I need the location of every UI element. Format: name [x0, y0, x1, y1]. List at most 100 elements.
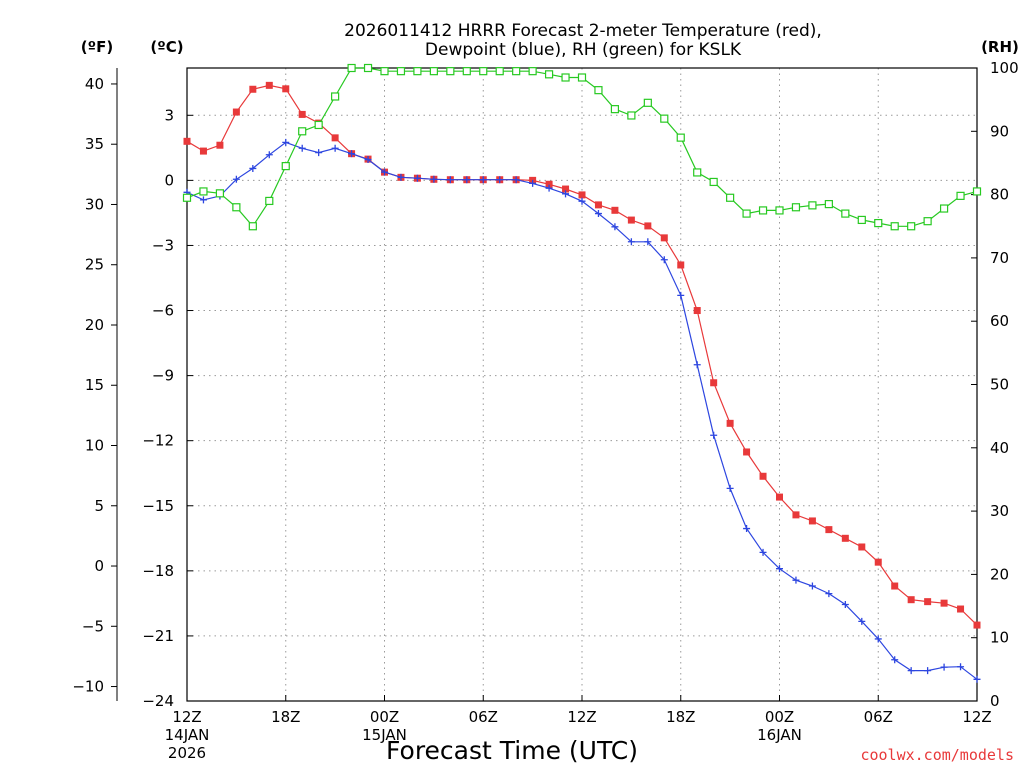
dewpoint-point — [776, 565, 783, 573]
temperature-point — [611, 206, 619, 214]
x-tick-sublabel: 2026 — [168, 744, 206, 762]
temperature-point — [183, 137, 191, 145]
x-tick-label: 06Z — [864, 708, 893, 726]
rh-point — [512, 67, 521, 76]
fahrenheit-tick-label: 20 — [85, 316, 104, 334]
rh-point — [577, 73, 587, 82]
dewpoint-point — [907, 667, 915, 675]
temperature-point — [924, 598, 932, 606]
dewpoint-point — [496, 176, 504, 184]
x-tick-label: 18Z — [271, 708, 300, 726]
dewpoint-point — [199, 196, 207, 204]
dewpoint-point — [282, 138, 290, 146]
rh-tick-label: 0 — [990, 692, 1000, 710]
dewpoint-point — [562, 190, 570, 198]
rh-tick-label: 100 — [990, 59, 1019, 77]
temperature-point — [594, 201, 602, 209]
rh-point — [693, 168, 702, 177]
dewpoint-point — [298, 144, 306, 152]
temperature-point — [578, 191, 586, 199]
x-tick-label: 00Z — [765, 708, 794, 726]
temperature-point — [858, 543, 866, 551]
dewpoint-point — [315, 149, 323, 157]
celsius-tick-label: 0 — [164, 171, 174, 189]
celsius-tick-label: −12 — [142, 432, 174, 450]
dewpoint-point — [891, 656, 899, 664]
temperature-point — [743, 448, 751, 456]
dewpoint-point — [529, 179, 537, 187]
rh-point — [281, 162, 290, 171]
rh-tick-label: 40 — [990, 439, 1009, 457]
rh-point — [874, 218, 883, 228]
temperature-point — [232, 108, 240, 116]
temperature-point — [957, 605, 965, 613]
temperature-point — [973, 621, 981, 629]
dewpoint-point — [825, 590, 833, 598]
temperature-point — [693, 307, 701, 315]
rh-tick-label: 30 — [990, 502, 1009, 520]
dewpoint-point — [381, 168, 388, 176]
fahrenheit-tick-label: −10 — [72, 678, 104, 696]
celsius-tick-label: 3 — [164, 106, 174, 124]
rh-point — [265, 196, 274, 206]
dewpoint-point — [627, 238, 635, 246]
dewpoint-point — [512, 176, 520, 184]
temperature-point — [644, 222, 652, 230]
dewpoint-point — [792, 576, 800, 584]
dewpoint-point — [611, 223, 619, 231]
rh-point — [215, 189, 225, 198]
dewpoint-point — [413, 174, 421, 182]
temperature-point — [792, 511, 800, 519]
temperature-point — [776, 493, 783, 501]
dewpoint-point — [463, 176, 471, 184]
fahrenheit-tick-label: 15 — [85, 376, 104, 394]
temperature-point — [825, 526, 833, 534]
rh-point — [972, 187, 982, 196]
temperature-point — [808, 517, 816, 525]
dewpoint-point — [693, 361, 701, 369]
x-tick-label: 12Z — [172, 708, 201, 726]
rh-tick-label: 20 — [990, 565, 1009, 583]
rh-point — [462, 67, 471, 76]
rh-point — [939, 204, 949, 213]
rh-tick-label: 60 — [990, 312, 1009, 330]
dewpoint-point — [957, 663, 965, 671]
celsius-tick-label: −6 — [152, 302, 174, 320]
rh-point — [775, 206, 784, 215]
dewpoint-point — [348, 150, 356, 158]
celsius-tick-label: −18 — [142, 562, 174, 580]
rh-point — [709, 177, 718, 187]
celsius-tick-label: −15 — [142, 497, 174, 515]
rh-point — [890, 222, 899, 231]
x-tick-label: 18Z — [666, 708, 695, 726]
chart-title-line-2: Dewpoint (blue), RH (green) for KSLK — [425, 40, 742, 60]
temperature-point — [216, 141, 224, 149]
rh-point — [429, 67, 438, 76]
dewpoint-point — [430, 175, 438, 183]
dewpoint-point — [924, 667, 932, 675]
temperature-point — [907, 596, 915, 604]
celsius-unit-label: (ºC) — [150, 38, 183, 56]
temperature-point — [298, 110, 306, 118]
rh-point — [544, 70, 554, 79]
rh-point — [199, 187, 208, 196]
dewpoint-point — [594, 210, 602, 218]
x-axis-label: Forecast Time (UTC) — [386, 736, 638, 765]
grid-lines — [187, 68, 977, 701]
fahrenheit-tick-label: 5 — [94, 497, 104, 515]
dewpoint-point — [364, 156, 372, 164]
temperature-point — [282, 85, 290, 93]
x-tick-sublabel: 15JAN — [362, 726, 407, 744]
dewpoint-point — [479, 176, 487, 184]
dewpoint-point — [759, 548, 767, 556]
rh-point — [347, 63, 356, 73]
dewpoint-point — [858, 617, 866, 625]
rh-point — [956, 191, 965, 200]
rh-point — [314, 120, 323, 130]
dewpoint-point — [940, 663, 948, 671]
rh-point — [561, 73, 570, 82]
temperature-point — [562, 185, 570, 193]
dewpoint-point — [743, 525, 751, 533]
